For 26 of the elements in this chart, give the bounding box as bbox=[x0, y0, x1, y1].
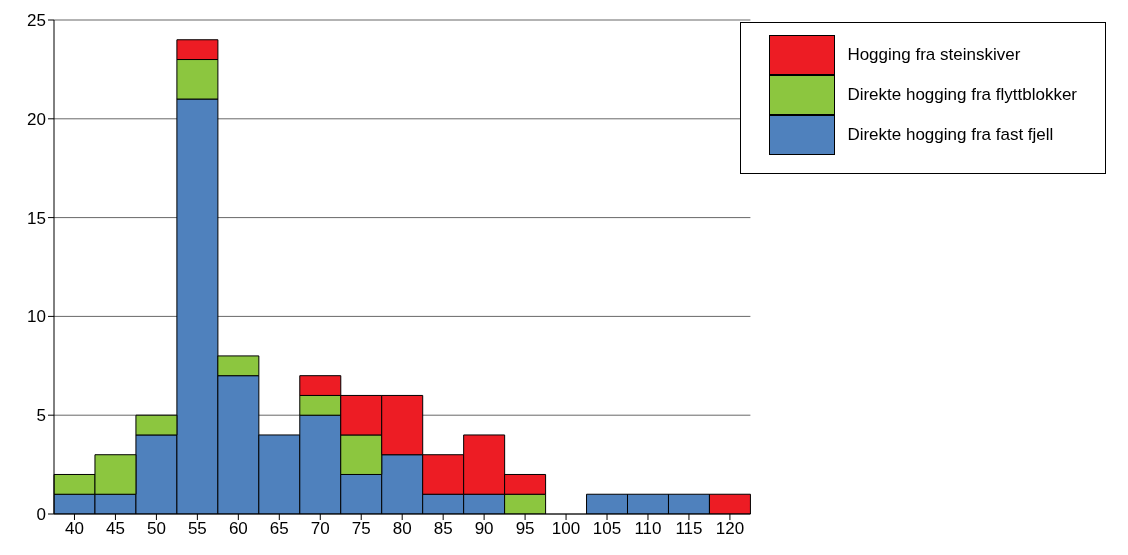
y-tick-label: 25 bbox=[27, 11, 46, 31]
y-tick-label: 5 bbox=[36, 406, 46, 426]
x-tick-label: 110 bbox=[634, 519, 662, 539]
x-tick-label: 100 bbox=[551, 519, 581, 539]
x-tick-label: 90 bbox=[474, 519, 494, 539]
y-tick-label: 10 bbox=[27, 307, 46, 327]
x-tick-label: 105 bbox=[592, 519, 622, 539]
x-tick-label: 65 bbox=[269, 519, 289, 539]
x-tick-label: 45 bbox=[105, 519, 125, 539]
legend-label: Direkte hogging fra flyttblokker bbox=[847, 85, 1077, 105]
y-tick-label: 20 bbox=[27, 109, 46, 129]
y-tick-label: 0 bbox=[36, 505, 46, 525]
x-tick-label: 120 bbox=[715, 519, 745, 539]
x-tick-label: 115 bbox=[675, 519, 703, 539]
x-tick-label: 50 bbox=[146, 519, 166, 539]
x-tick-label: 40 bbox=[65, 519, 84, 539]
x-tick-label: 80 bbox=[392, 519, 412, 539]
legend-label: Hogging fra steinskiver bbox=[847, 45, 1021, 65]
x-tick-label: 75 bbox=[351, 519, 371, 539]
x-tick-label: 85 bbox=[433, 519, 453, 539]
x-tick-label: 55 bbox=[187, 519, 207, 539]
x-tick-label: 95 bbox=[515, 519, 535, 539]
x-tick-label: 60 bbox=[228, 519, 248, 539]
legend-label: Direkte hogging fra fast fjell bbox=[847, 125, 1054, 145]
x-tick-label: 70 bbox=[310, 519, 330, 539]
y-tick-label: 15 bbox=[27, 208, 46, 228]
